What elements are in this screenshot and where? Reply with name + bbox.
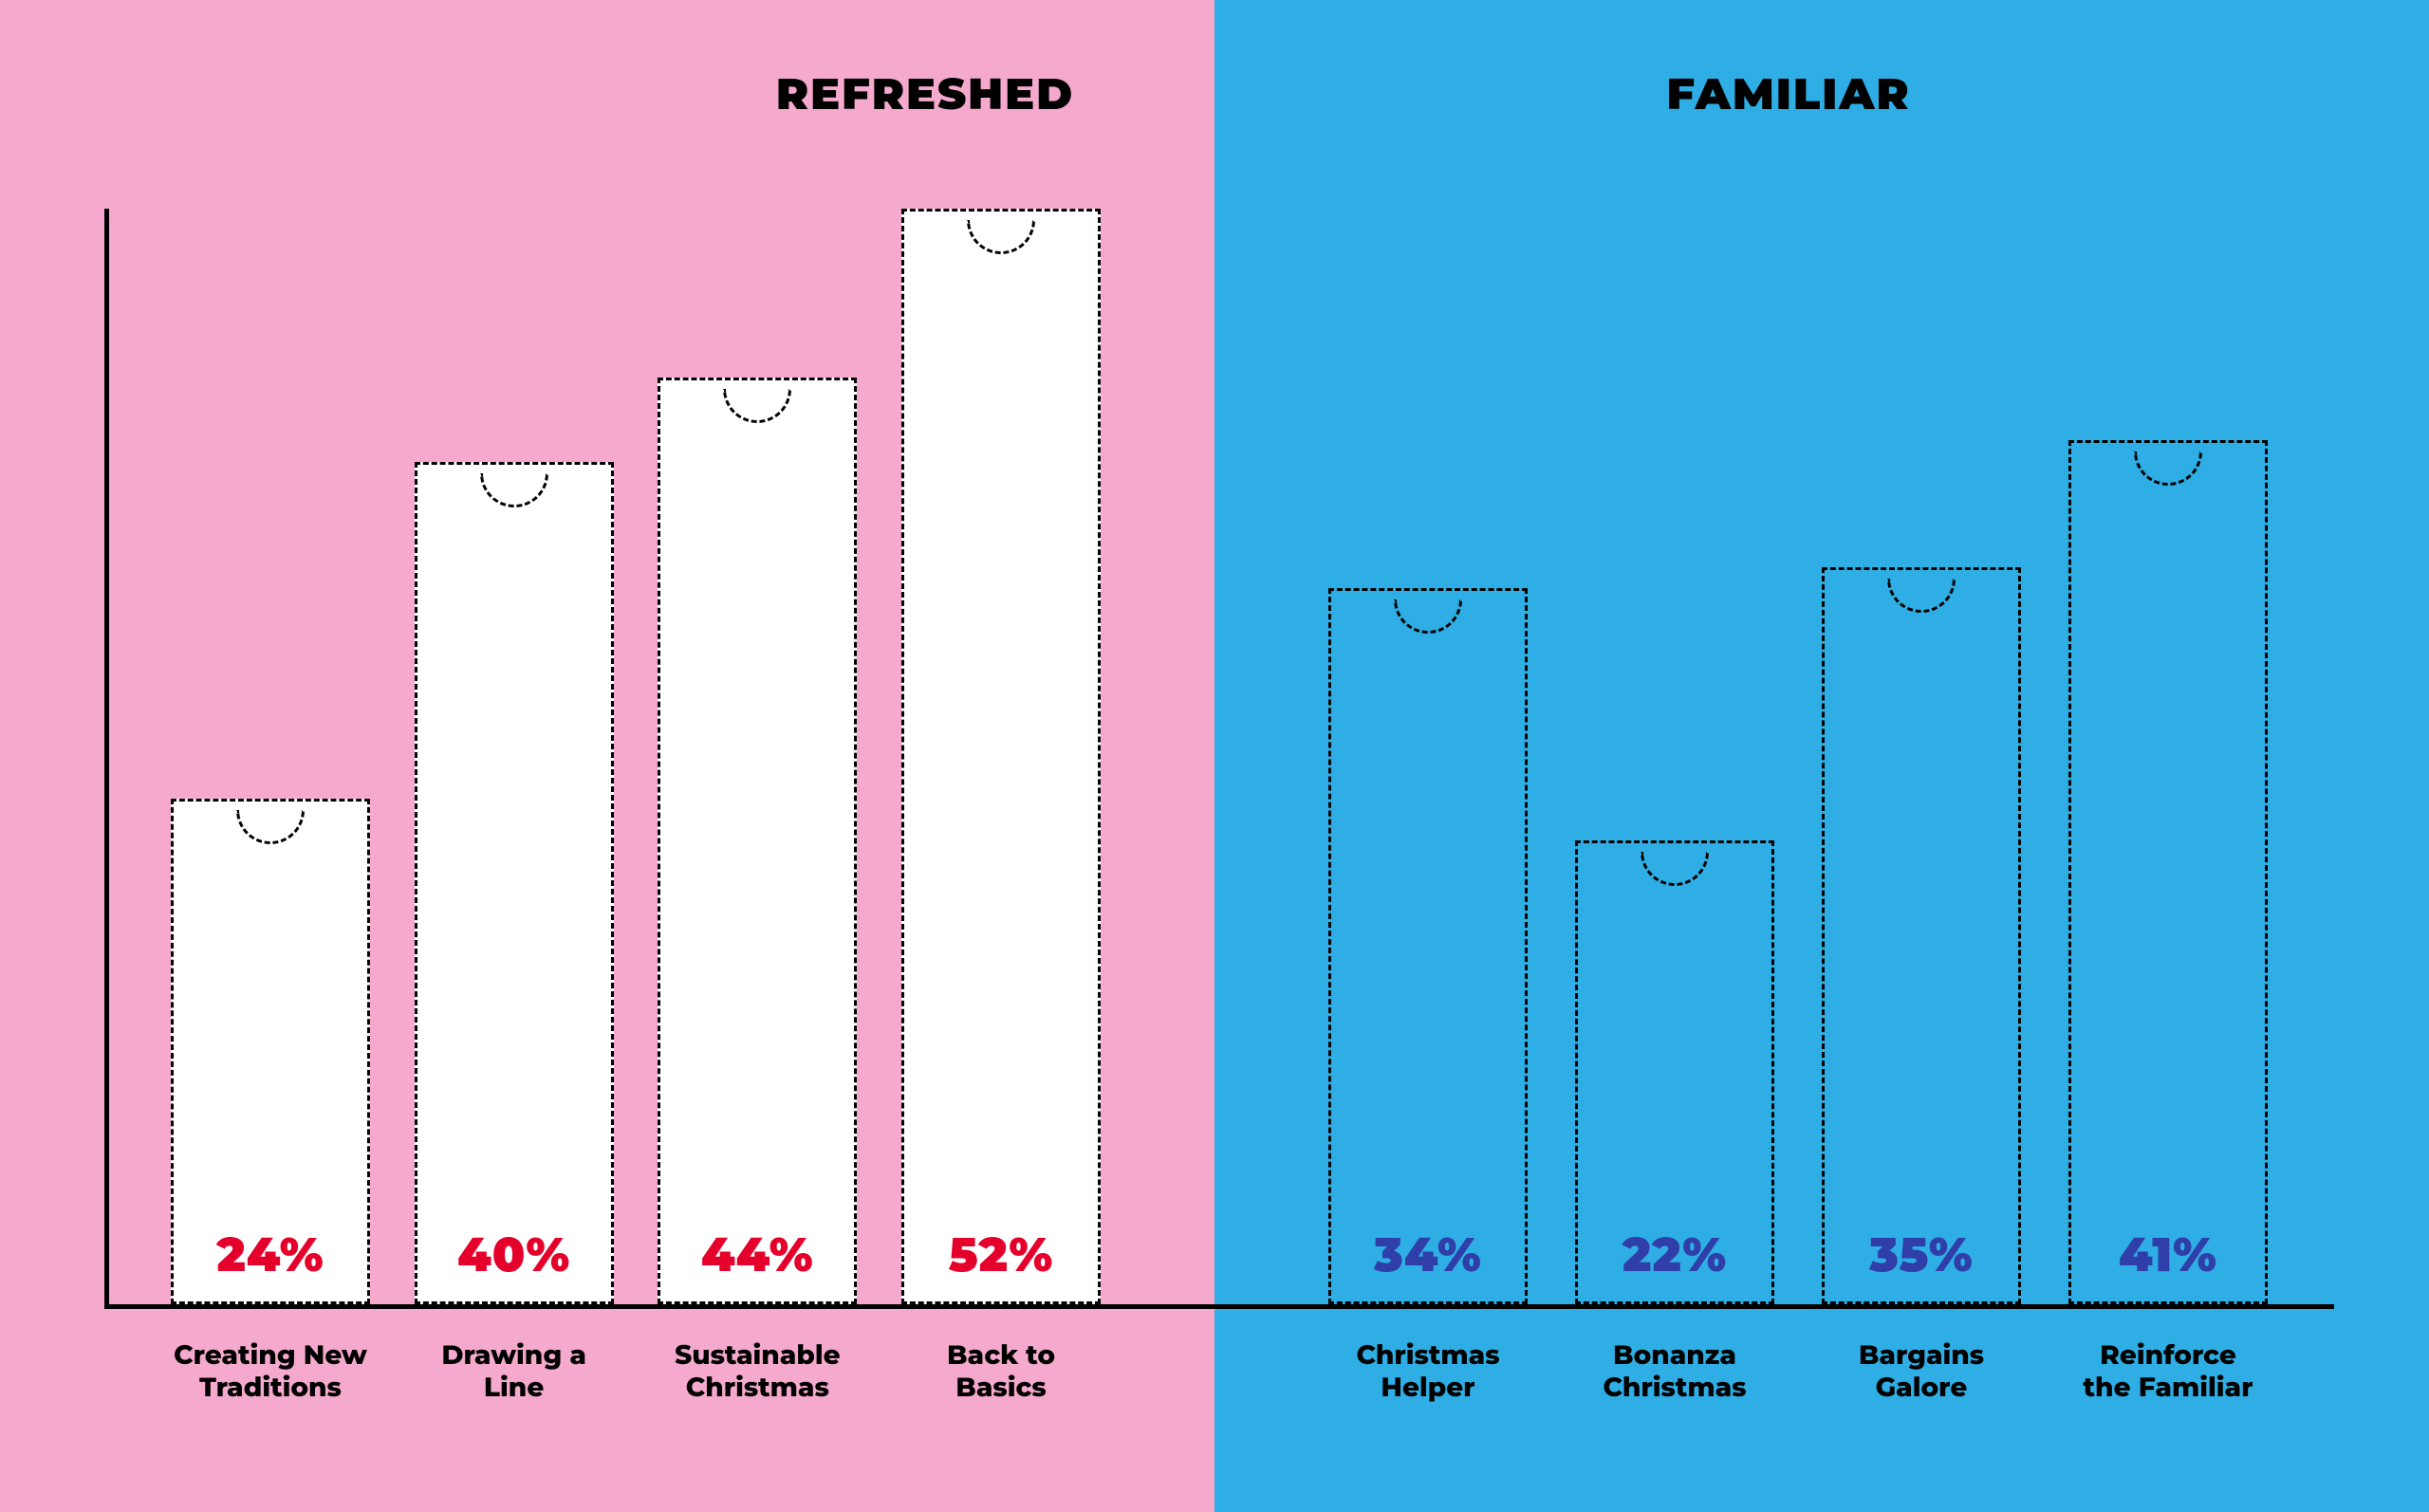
x-axis [104, 1304, 2334, 1309]
bar-value: 24% [171, 1226, 370, 1283]
bar-chart: 24%40%44%52%34%22%35%41% Creating NewTra… [104, 209, 2334, 1309]
bar: 34% [1328, 588, 1528, 1304]
bar-rect [415, 462, 614, 1304]
x-axis-label: Back toBasics [878, 1340, 1124, 1404]
section-title-right: FAMILIAR [1666, 66, 1910, 120]
bar: 44% [658, 378, 857, 1304]
bar-rect [901, 209, 1101, 1304]
x-axis-label: SustainableChristmas [634, 1340, 881, 1404]
x-axis-label: BonanzaChristmas [1551, 1340, 1798, 1404]
bar-value: 35% [1822, 1226, 2021, 1283]
section-title-left: REFRESHED [776, 66, 1074, 120]
bar: 35% [1822, 567, 2021, 1304]
bar-value: 34% [1328, 1226, 1528, 1283]
bar-value: 40% [415, 1226, 614, 1283]
bar-rect [1822, 567, 2021, 1304]
x-axis-label: Creating NewTraditions [147, 1340, 394, 1404]
bar: 40% [415, 462, 614, 1304]
bar-value: 22% [1575, 1226, 1774, 1283]
x-axis-label: BargainsGalore [1798, 1340, 2045, 1404]
bar-value: 44% [658, 1226, 857, 1283]
bar-value: 41% [2068, 1226, 2268, 1283]
x-axis-label: Drawing aLine [391, 1340, 638, 1404]
bar-rect [658, 378, 857, 1304]
chart-stage: REFRESHED FAMILIAR 24% 40% 44% 52% 34% 22% 35%… [0, 0, 2429, 1512]
y-axis [104, 209, 109, 1309]
x-axis-label: ChristmasHelper [1305, 1340, 1551, 1404]
bar: 22% [1575, 840, 1774, 1304]
bar-rect [1328, 588, 1528, 1304]
bar: 24% [171, 799, 370, 1304]
x-axis-label: Reinforcethe Familiar [2045, 1340, 2291, 1404]
bar-rect [2068, 440, 2268, 1304]
bar-value: 52% [901, 1226, 1101, 1283]
bar: 41% [2068, 440, 2268, 1304]
bar: 52% [901, 209, 1101, 1304]
